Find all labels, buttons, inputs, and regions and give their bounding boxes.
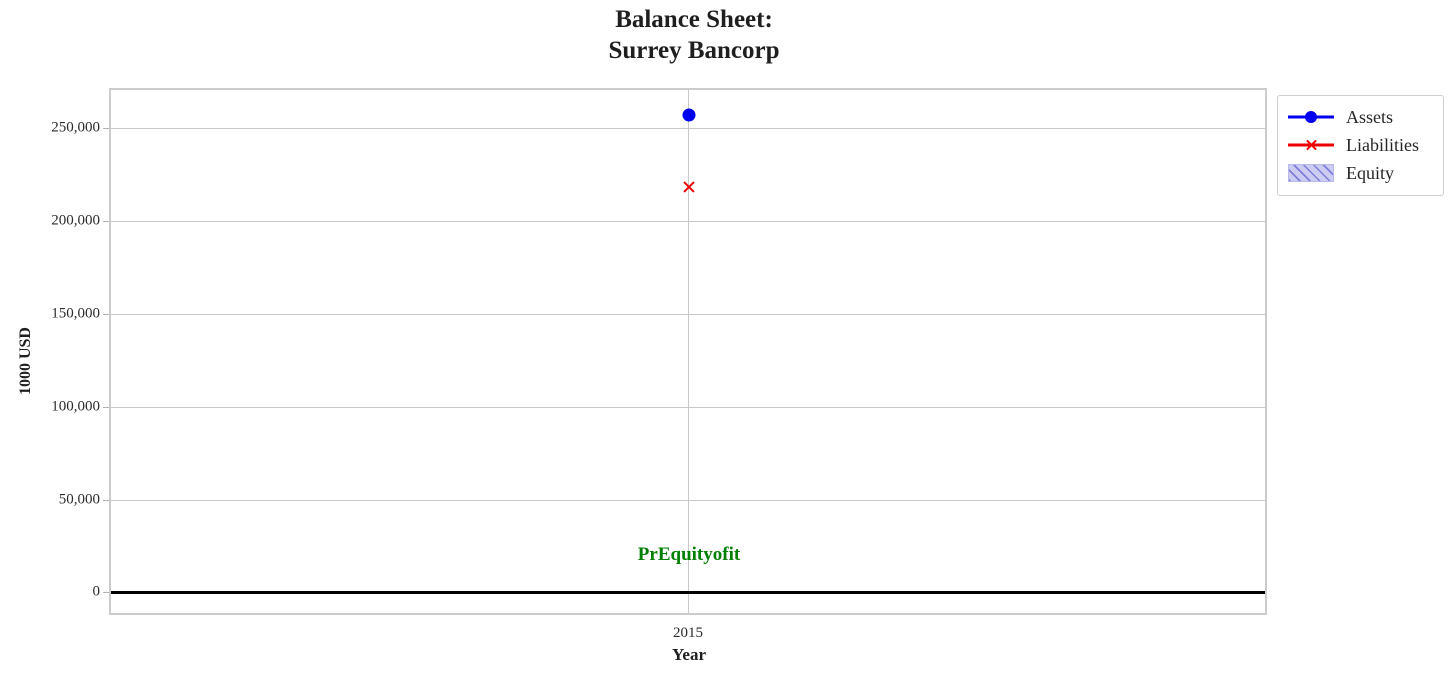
hatched-patch-icon <box>1288 164 1334 182</box>
legend: Assets Liabilities Equity <box>1277 95 1444 196</box>
legend-label-liabilities: Liabilities <box>1346 135 1419 155</box>
y-tick-label-150000: 150,000 <box>51 305 100 322</box>
y-tick-label-100000: 100,000 <box>51 398 100 415</box>
x-tick-label-2015: 2015 <box>673 625 703 641</box>
data-point-assets-2015[interactable] <box>682 108 696 122</box>
plot-area: PrEquityofit <box>109 88 1267 615</box>
y-tick-mark <box>103 407 109 408</box>
y-tick-label-250000: 250,000 <box>51 119 100 136</box>
x-axis-title: Year <box>672 645 706 664</box>
y-axis-title: 1000 USD <box>17 327 34 396</box>
legend-item-equity[interactable]: Equity <box>1288 159 1433 187</box>
chart-title: Balance Sheet: Surrey Bancorp <box>608 6 780 64</box>
legend-item-liabilities[interactable]: Liabilities <box>1288 131 1433 159</box>
legend-key-equity <box>1288 164 1334 182</box>
circle-marker-icon <box>1305 111 1317 123</box>
y-tick-label-50000: 50,000 <box>58 491 100 508</box>
y-tick-mark <box>103 500 109 501</box>
y-tick-mark <box>103 128 109 129</box>
y-tick-mark <box>103 314 109 315</box>
data-point-liabilities-2015[interactable] <box>682 180 696 194</box>
legend-label-assets: Assets <box>1346 107 1394 127</box>
annotation-equity-profit: PrEquityofit <box>637 544 741 565</box>
x-marker-icon <box>1305 139 1318 152</box>
gridline-2015 <box>688 90 689 613</box>
legend-item-assets[interactable]: Assets <box>1288 103 1433 131</box>
y-tick-mark <box>103 221 109 222</box>
y-axis-tick-layer: 250,000 200,000 150,000 100,000 50,000 0 <box>0 0 109 676</box>
legend-key-liabilities <box>1288 136 1334 154</box>
zero-baseline <box>111 591 1265 594</box>
legend-label-equity: Equity <box>1346 163 1394 183</box>
y-tick-label-0: 0 <box>92 583 101 600</box>
y-tick-mark <box>103 592 109 593</box>
y-tick-label-200000: 200,000 <box>51 212 100 229</box>
legend-key-assets <box>1288 108 1334 126</box>
